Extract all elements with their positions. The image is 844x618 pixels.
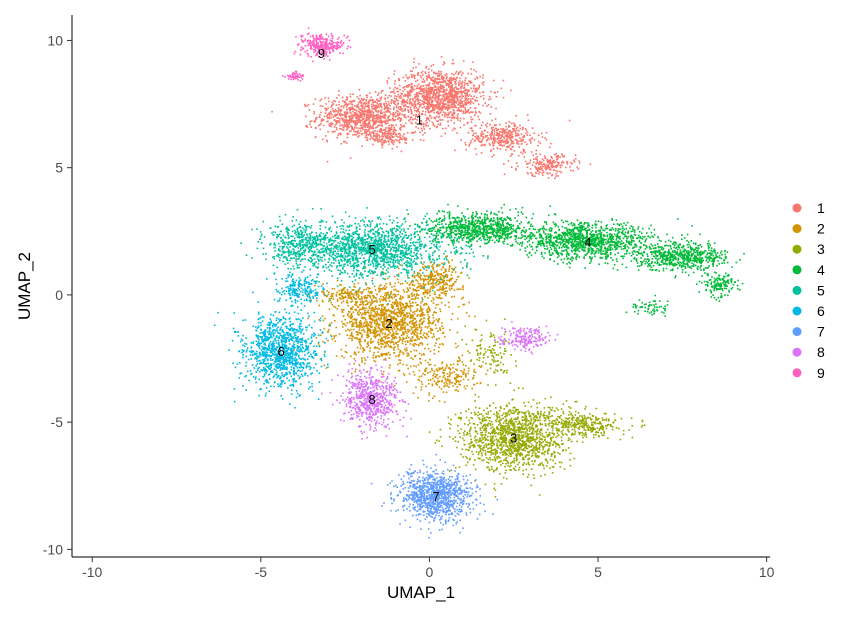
cluster-1-points	[271, 56, 592, 180]
y-tick-label: 10	[47, 32, 63, 48]
x-tick-label: 0	[426, 564, 434, 580]
cluster-2-points	[293, 250, 487, 403]
cluster-label-1: 1	[416, 112, 423, 127]
x-tick-label: -10	[82, 564, 102, 580]
cluster-labels-layer: 1 2 3 4 5 6 7 8 9	[277, 46, 591, 504]
axes-layer: -10 -5 0 5 10 -10 -5 0 5 10 UMAP_1 UMAP_2	[15, 15, 775, 602]
legend-label: 6	[817, 303, 825, 319]
cluster-8-points	[321, 321, 559, 440]
cluster-5-points	[240, 207, 489, 305]
legend-item-3: 3	[792, 241, 825, 257]
legend-key	[792, 327, 802, 337]
legend-label: 3	[817, 241, 825, 257]
legend-label: 4	[817, 262, 825, 278]
legend-key	[792, 285, 802, 295]
cluster-7-points	[370, 453, 499, 539]
cluster-label-5: 5	[368, 242, 375, 257]
legend-item-1: 1	[792, 200, 825, 216]
legend-key	[792, 203, 802, 213]
legend-key	[792, 347, 802, 357]
y-tick-label: -10	[43, 541, 63, 557]
legend-key	[792, 306, 802, 316]
cluster-label-4: 4	[584, 234, 591, 249]
cluster-6-points	[213, 265, 333, 409]
x-tick-label: 10	[759, 564, 775, 580]
cluster-4-points	[393, 203, 745, 317]
cluster-label-6: 6	[277, 344, 284, 359]
cluster-label-3: 3	[510, 430, 517, 445]
points-layer	[213, 27, 745, 539]
x-tick-label: 5	[594, 564, 602, 580]
y-tick-label: -5	[51, 414, 64, 430]
legend-key	[792, 368, 802, 378]
legend-label: 8	[817, 344, 825, 360]
x-tick-label: -5	[255, 564, 268, 580]
cluster-label-8: 8	[368, 392, 375, 407]
y-axis-title: UMAP_2	[15, 252, 34, 320]
y-tick-label: 5	[55, 160, 63, 176]
legend-label: 9	[817, 365, 825, 381]
cluster-3-points	[428, 318, 646, 498]
cluster-9-points	[282, 27, 352, 82]
cluster-label-9: 9	[318, 46, 325, 61]
cluster-label-7: 7	[433, 489, 440, 504]
legend-item-9: 9	[792, 365, 825, 381]
legend-item-2: 2	[792, 221, 825, 237]
legend-item-5: 5	[792, 282, 825, 298]
legend-item-8: 8	[792, 344, 825, 360]
legend: 1 2 3 4 5 6 7 8 9	[792, 200, 825, 381]
legend-key	[792, 265, 802, 275]
legend-item-4: 4	[792, 262, 825, 278]
legend-key	[792, 244, 802, 254]
legend-item-7: 7	[792, 324, 825, 340]
legend-label: 1	[817, 200, 825, 216]
cluster-label-2: 2	[385, 316, 392, 331]
x-axis-title: UMAP_1	[387, 583, 455, 602]
legend-item-6: 6	[792, 303, 825, 319]
legend-key	[792, 224, 802, 234]
legend-label: 5	[817, 282, 825, 298]
y-tick-label: 0	[55, 287, 63, 303]
legend-label: 2	[817, 221, 825, 237]
legend-label: 7	[817, 324, 825, 340]
